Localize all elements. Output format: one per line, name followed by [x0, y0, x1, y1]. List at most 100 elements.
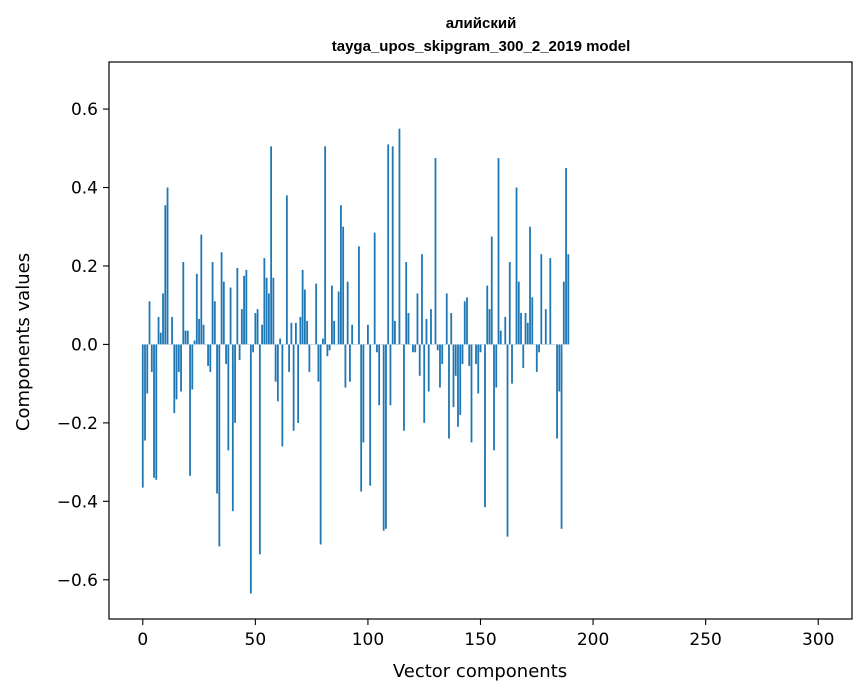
bar-6 [155, 344, 158, 480]
bar-139 [454, 344, 457, 376]
bar-20 [186, 330, 189, 345]
bar-2 [146, 344, 149, 394]
bar-142 [461, 344, 464, 365]
x-tick-label: 200 [577, 630, 609, 650]
bar-188 [565, 167, 567, 345]
bar-161 [504, 316, 507, 345]
y-tick-label: −0.6 [57, 571, 98, 591]
bar-171 [526, 322, 529, 345]
bar-35 [220, 252, 223, 345]
bar-52 [258, 344, 261, 555]
bar-118 [407, 313, 410, 345]
chart-title-line-2: tayga_upos_skipgram_300_2_2019 model [332, 38, 631, 55]
bar-53 [261, 324, 263, 345]
bar-108 [385, 344, 387, 529]
y-tick-label: −0.2 [57, 414, 98, 434]
x-tick-label: 250 [689, 630, 721, 650]
bar-157 [495, 344, 498, 388]
bar-4 [150, 344, 153, 372]
bar-135 [445, 293, 448, 345]
bar-120 [412, 344, 414, 353]
bar-36 [222, 281, 225, 345]
bar-85 [333, 320, 336, 345]
bar-104 [376, 344, 378, 353]
y-tick-label: 0.6 [71, 100, 98, 120]
bar-33 [216, 344, 218, 494]
bar-72 [303, 289, 306, 345]
bar-44 [240, 309, 243, 345]
bar-32 [213, 301, 216, 345]
bar-57 [270, 146, 273, 345]
bar-158 [497, 158, 500, 345]
bar-37 [225, 344, 227, 365]
x-tick-label: 0 [137, 630, 148, 650]
bar-29 [207, 344, 209, 366]
bar-137 [450, 313, 453, 345]
bars-group [141, 128, 570, 594]
bar-81 [324, 146, 327, 345]
bar-107 [382, 344, 385, 531]
bar-41 [234, 344, 236, 423]
bar-163 [508, 262, 511, 345]
bar-27 [202, 324, 205, 345]
y-axis-label: Components values [13, 253, 34, 431]
bar-167 [517, 281, 520, 345]
bar-87 [337, 291, 340, 345]
bar-141 [459, 344, 462, 416]
x-tick-label: 150 [464, 630, 496, 650]
bar-77 [315, 283, 318, 345]
bar-103 [373, 232, 376, 345]
bar-78 [317, 344, 320, 382]
bar-22 [191, 344, 194, 390]
bar-74 [308, 344, 311, 372]
bar-152 [484, 344, 486, 508]
bar-58 [272, 277, 275, 345]
bar-73 [306, 320, 309, 345]
bar-51 [256, 309, 259, 345]
bar-169 [522, 344, 525, 368]
bar-48 [249, 344, 252, 594]
bar-34 [218, 344, 221, 547]
bar-91 [346, 281, 349, 345]
bar-56 [267, 293, 270, 345]
bar-132 [439, 344, 441, 388]
bar-69 [297, 344, 300, 423]
bar-3 [148, 301, 151, 345]
bar-39 [229, 287, 232, 345]
bar-170 [524, 313, 527, 345]
bar-93 [351, 324, 354, 345]
bar-153 [486, 285, 489, 345]
bar-124 [421, 254, 423, 345]
bar-49 [252, 344, 254, 353]
bar-79 [319, 344, 322, 545]
bar-176 [538, 344, 540, 353]
bar-7 [157, 316, 160, 345]
bar-90 [344, 344, 347, 388]
bar-25 [198, 318, 200, 345]
bar-80 [321, 338, 324, 345]
bar-128 [430, 309, 432, 345]
x-axis-ticks: 0 50 100 150 200 250 300 [137, 619, 834, 650]
bar-46 [245, 269, 248, 345]
bar-155 [490, 236, 493, 345]
bar-45 [243, 275, 245, 345]
bar-114 [398, 128, 401, 345]
y-tick-label: 0.2 [71, 257, 98, 277]
bar-40 [231, 344, 234, 512]
bar-21 [189, 344, 191, 476]
bar-26 [200, 234, 203, 345]
bar-136 [448, 344, 450, 439]
bar-168 [520, 313, 522, 345]
bar-179 [544, 309, 547, 345]
bar-186 [560, 344, 563, 529]
x-axis-label: Vector components [393, 661, 567, 682]
bar-187 [562, 281, 565, 345]
bar-82 [326, 344, 329, 357]
bar-181 [549, 258, 552, 345]
bar-42 [236, 267, 239, 345]
bar-116 [403, 344, 405, 431]
bar-127 [427, 344, 430, 392]
bar-31 [211, 262, 214, 345]
bar-1 [144, 344, 146, 441]
bar-62 [281, 344, 284, 447]
